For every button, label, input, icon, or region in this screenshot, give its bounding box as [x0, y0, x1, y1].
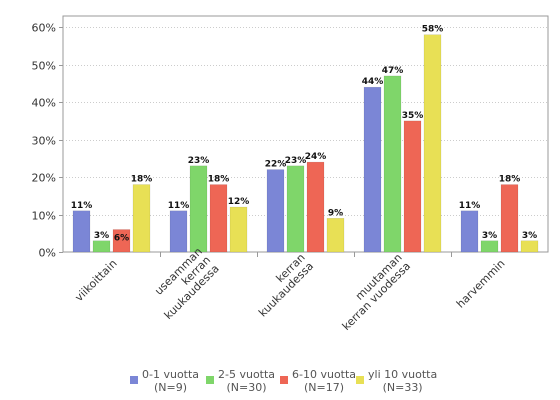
x-category-label: useammankerrankuukaudessa	[145, 245, 222, 322]
data-label: 24%	[305, 152, 327, 162]
legend-series-count: (N=33)	[382, 381, 423, 394]
bar	[480, 240, 499, 253]
x-category-label: harvemmin	[454, 257, 508, 311]
bar	[209, 184, 228, 253]
bar	[112, 229, 131, 253]
legend-swatch	[356, 376, 364, 384]
legend-swatch	[130, 376, 138, 384]
bar	[229, 206, 248, 253]
y-tick-label: 10%	[32, 210, 56, 223]
data-label: 11%	[71, 201, 93, 211]
bar	[306, 161, 325, 253]
bar	[72, 210, 91, 253]
data-label: 11%	[459, 201, 481, 211]
bar	[500, 184, 519, 253]
bar	[286, 165, 305, 253]
legend-series-count: (N=9)	[154, 381, 188, 394]
bar	[363, 86, 382, 253]
data-label: 11%	[168, 201, 190, 211]
legend-item: 0-1 vuotta (N=9)	[130, 368, 199, 394]
legend-swatch	[280, 376, 288, 384]
x-category-label: kerrankuukaudessa	[248, 251, 316, 319]
y-tick-label: 40%	[32, 97, 56, 110]
y-tick-label: 0%	[39, 247, 56, 260]
bar	[326, 218, 345, 253]
legend-item: 6-10 vuotta (N=17)	[280, 368, 356, 394]
data-label: 22%	[265, 160, 287, 170]
data-label: 3%	[522, 231, 537, 241]
bar	[460, 210, 479, 253]
bars	[72, 34, 539, 253]
y-tick-label: 20%	[32, 172, 56, 185]
data-label: 6%	[114, 234, 129, 244]
data-label: 3%	[94, 231, 109, 241]
x-axis: viikoittain useammankerrankuukaudessa kerr…	[72, 245, 507, 333]
bar	[403, 120, 422, 253]
legend-series-count: (N=30)	[226, 381, 267, 394]
data-label: 44%	[362, 77, 384, 87]
bar	[423, 34, 442, 253]
bar	[132, 184, 151, 253]
data-label: 23%	[285, 156, 307, 166]
data-label: 18%	[499, 175, 521, 185]
y-tick-label: 50%	[32, 60, 56, 73]
legend-series-name: 2-5 vuotta	[218, 368, 276, 381]
data-labels: 11%3% 6%18%11%23%18%12%22%23%24%9%44%47%3…	[71, 25, 537, 244]
y-tick-label: 30%	[32, 135, 56, 148]
data-label: 18%	[208, 175, 230, 185]
bar	[266, 169, 285, 253]
data-label: 23%	[188, 156, 210, 166]
legend: 0-1 vuotta (N=9) 2-5 vuotta (N=30) 6-10 vuot…	[130, 368, 450, 398]
data-label: 18%	[131, 175, 153, 185]
legend-series-count: (N=17)	[304, 381, 345, 394]
legend-series-name: 6-10 vuotta	[292, 368, 357, 381]
data-label: 9%	[328, 208, 343, 218]
bar	[383, 75, 402, 253]
x-category-label-line: harvemmin	[454, 257, 508, 311]
data-label: 12%	[228, 197, 250, 207]
bar	[520, 240, 539, 253]
legend-series-name: yli 10 vuotta	[368, 368, 438, 381]
legend-item: yli 10 vuotta (N=33)	[356, 368, 437, 394]
bar	[169, 210, 188, 253]
y-tick-label: 60%	[32, 22, 56, 35]
x-category-label-line: viikoittain	[72, 257, 119, 304]
x-category-label: viikoittain	[72, 257, 119, 304]
legend-item: 2-5 vuotta (N=30)	[206, 368, 275, 394]
legend-series-name: 0-1 vuotta	[142, 368, 200, 381]
data-label: 47%	[382, 66, 404, 76]
bar	[189, 165, 208, 253]
y-axis: 0% 10% 20% 30% 40% 50% 60%	[32, 22, 63, 260]
legend-swatch	[206, 376, 214, 384]
data-label: 58%	[422, 25, 444, 35]
bar	[92, 240, 111, 253]
x-category-label: muutamankerran vuodessa	[331, 251, 413, 333]
data-label: 35%	[402, 111, 424, 121]
data-label: 3%	[482, 231, 497, 241]
